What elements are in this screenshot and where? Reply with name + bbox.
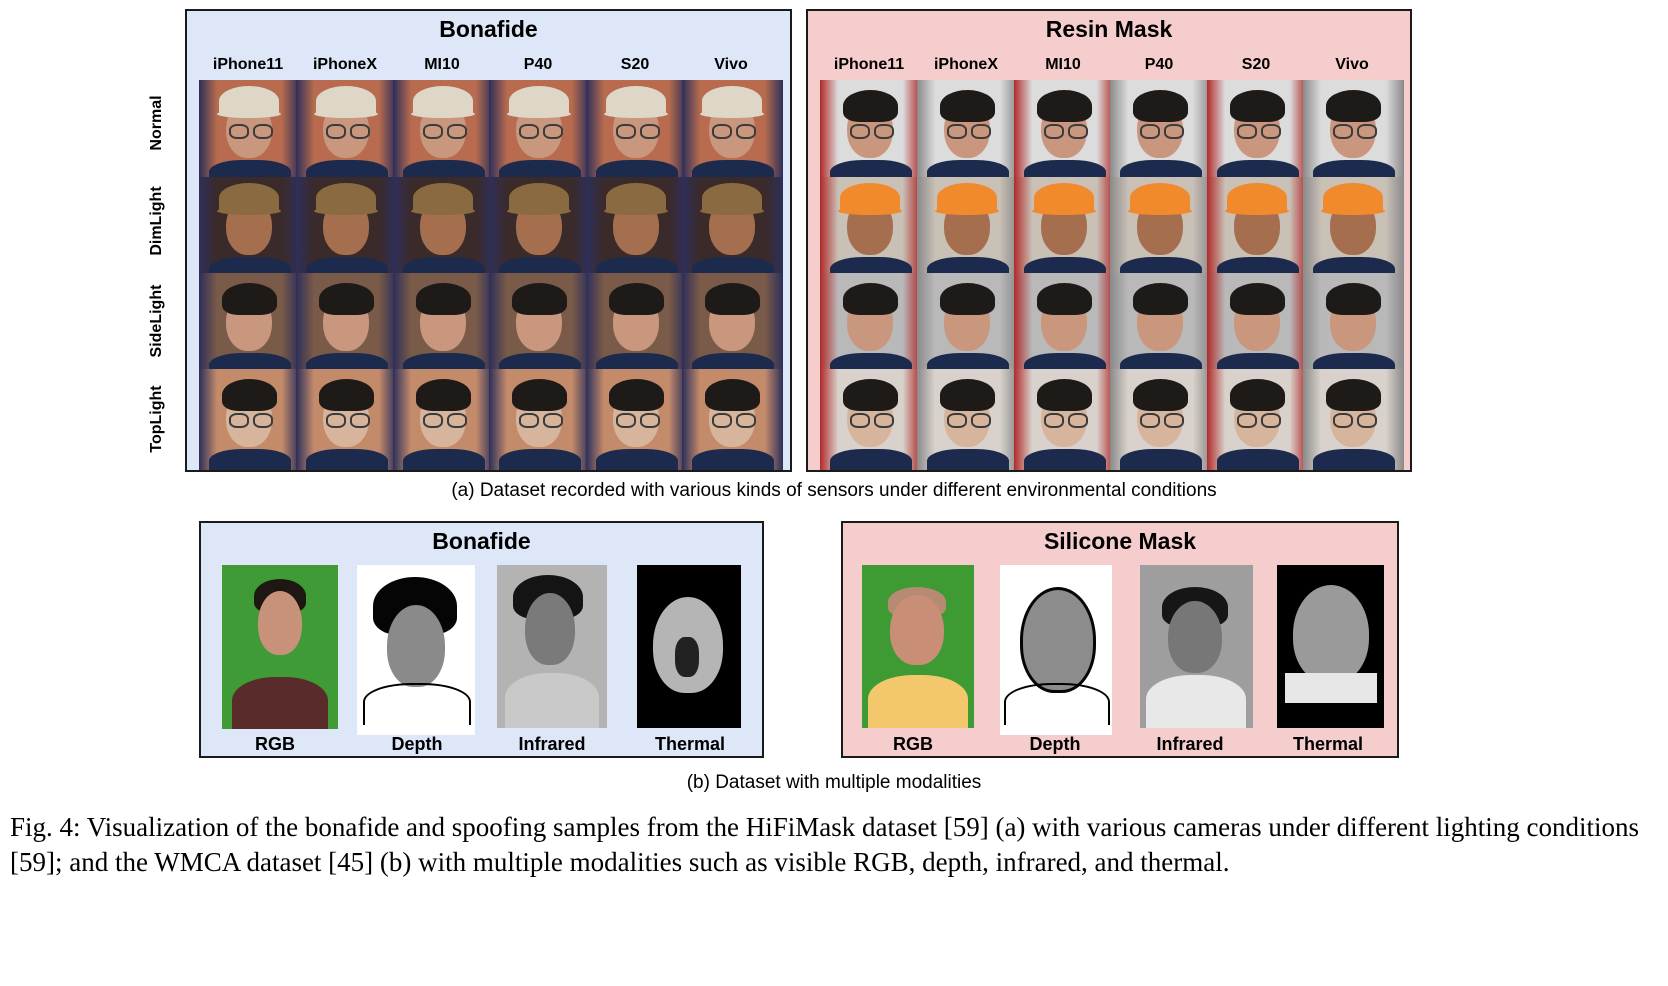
mask-thermal-image: [1277, 565, 1384, 728]
bonafide-face-normal-s20: [586, 80, 687, 181]
bonafide-face-sidelight-vivo: [682, 273, 783, 374]
mask-face-sidelight-vivo: [1303, 273, 1404, 374]
mask-face-toplight-iphonex: [917, 369, 1018, 470]
bonafide-camera-header-s20: S20: [620, 56, 650, 73]
bonafide-face-toplight-iphonex: [296, 369, 397, 470]
panel-title: Bonafide: [439, 16, 538, 42]
bonafide-face-dimlight-mi10: [393, 177, 494, 278]
bonafide-camera-header-mi10: MI10: [424, 56, 460, 73]
bonafide-face-sidelight-iphonex: [296, 273, 397, 374]
mask-camera-header-iphone11: iPhone11: [833, 56, 905, 73]
mask-camera-header-iphonex: iPhoneX: [933, 56, 998, 73]
bonafide-face-toplight-vivo: [682, 369, 783, 470]
mask-face-sidelight-iphone11: [820, 273, 921, 374]
bonafide-face-normal-mi10: [393, 80, 494, 181]
bonafide-thermal-image: [637, 565, 741, 728]
mask-face-dimlight-s20: [1207, 177, 1308, 278]
bonafide-depth-image: [357, 565, 475, 735]
bonafide-camera-header-vivo: Vivo: [714, 56, 748, 73]
bonafide-face-dimlight-s20: [586, 177, 687, 278]
mask-rgb-label: RGB: [893, 734, 933, 754]
subfigure-caption-a: (a) Dataset recorded with various kinds …: [451, 480, 1217, 501]
bonafide-face-toplight-mi10: [393, 369, 494, 470]
mask-infrared-label: Infrared: [1156, 734, 1224, 754]
mask-depth-image: [1000, 565, 1112, 735]
bonafide-face-sidelight-p40: [489, 273, 590, 374]
bonafide-face-normal-p40: [489, 80, 590, 181]
mask-face-dimlight-iphone11: [820, 177, 921, 278]
mask-face-sidelight-mi10: [1014, 273, 1115, 374]
mask-face-toplight-p40: [1110, 369, 1211, 470]
mask-face-dimlight-p40: [1110, 177, 1211, 278]
bonafide-camera-header-iphone11: iPhone11: [212, 56, 284, 73]
bonafide-face-toplight-iphone11: [199, 369, 300, 470]
subfigure-caption-b: (b) Dataset with multiple modalities: [686, 772, 982, 793]
panel-title: Resin Mask: [1045, 16, 1173, 42]
bonafide-thermal-label: Thermal: [654, 734, 726, 754]
bonafide-rgb-label: RGB: [255, 734, 295, 754]
bonafide-depth-label: Depth: [391, 734, 443, 754]
mask-face-normal-s20: [1207, 80, 1308, 181]
mask-camera-header-s20: S20: [1241, 56, 1271, 73]
bonafide-face-normal-vivo: [682, 80, 783, 181]
mask-thermal-label: Thermal: [1292, 734, 1364, 754]
mask-face-toplight-s20: [1207, 369, 1308, 470]
bonafide-rgb-image: [222, 565, 338, 729]
mask-face-sidelight-s20: [1207, 273, 1308, 374]
bonafide-face-sidelight-iphone11: [199, 273, 300, 374]
bonafide-face-normal-iphonex: [296, 80, 397, 181]
bonafide-face-dimlight-vivo: [682, 177, 783, 278]
bonafide-face-sidelight-s20: [586, 273, 687, 374]
bonafide-camera-header-iphonex: iPhoneX: [312, 56, 377, 73]
bonafide-infrared-label: Infrared: [518, 734, 586, 754]
mask-camera-header-p40: P40: [1144, 56, 1174, 73]
mask-face-toplight-vivo: [1303, 369, 1404, 470]
bonafide-camera-header-p40: P40: [523, 56, 553, 73]
mask-face-dimlight-mi10: [1014, 177, 1115, 278]
mask-infrared-image: [1140, 565, 1253, 728]
mask-face-dimlight-vivo: [1303, 177, 1404, 278]
row-label-toplight: TopLight: [148, 385, 165, 453]
mask-face-normal-mi10: [1014, 80, 1115, 181]
mask-face-toplight-iphone11: [820, 369, 921, 470]
bonafide-face-normal-iphone11: [199, 80, 300, 181]
bonafide-face-dimlight-p40: [489, 177, 590, 278]
figure-caption: Fig. 4: Visualization of the bonafide an…: [10, 812, 1640, 877]
mask-face-normal-iphonex: [917, 80, 1018, 181]
mask-camera-header-vivo: Vivo: [1335, 56, 1369, 73]
bonafide-face-toplight-s20: [586, 369, 687, 470]
bonafide-face-toplight-p40: [489, 369, 590, 470]
bonafide-face-sidelight-mi10: [393, 273, 494, 374]
bonafide-face-dimlight-iphonex: [296, 177, 397, 278]
mask-face-toplight-mi10: [1014, 369, 1115, 470]
panel-title: Bonafide: [432, 528, 531, 554]
mask-depth-label: Depth: [1029, 734, 1081, 754]
mask-face-sidelight-iphonex: [917, 273, 1018, 374]
mask-camera-header-mi10: MI10: [1045, 56, 1081, 73]
mask-face-sidelight-p40: [1110, 273, 1211, 374]
bonafide-infrared-image: [497, 565, 607, 728]
mask-face-normal-p40: [1110, 80, 1211, 181]
mask-rgb-image: [862, 565, 974, 728]
bonafide-face-dimlight-iphone11: [199, 177, 300, 278]
panel-title: Silicone Mask: [1043, 528, 1197, 554]
mask-face-dimlight-iphonex: [917, 177, 1018, 278]
mask-face-normal-iphone11: [820, 80, 921, 181]
mask-face-normal-vivo: [1303, 80, 1404, 181]
